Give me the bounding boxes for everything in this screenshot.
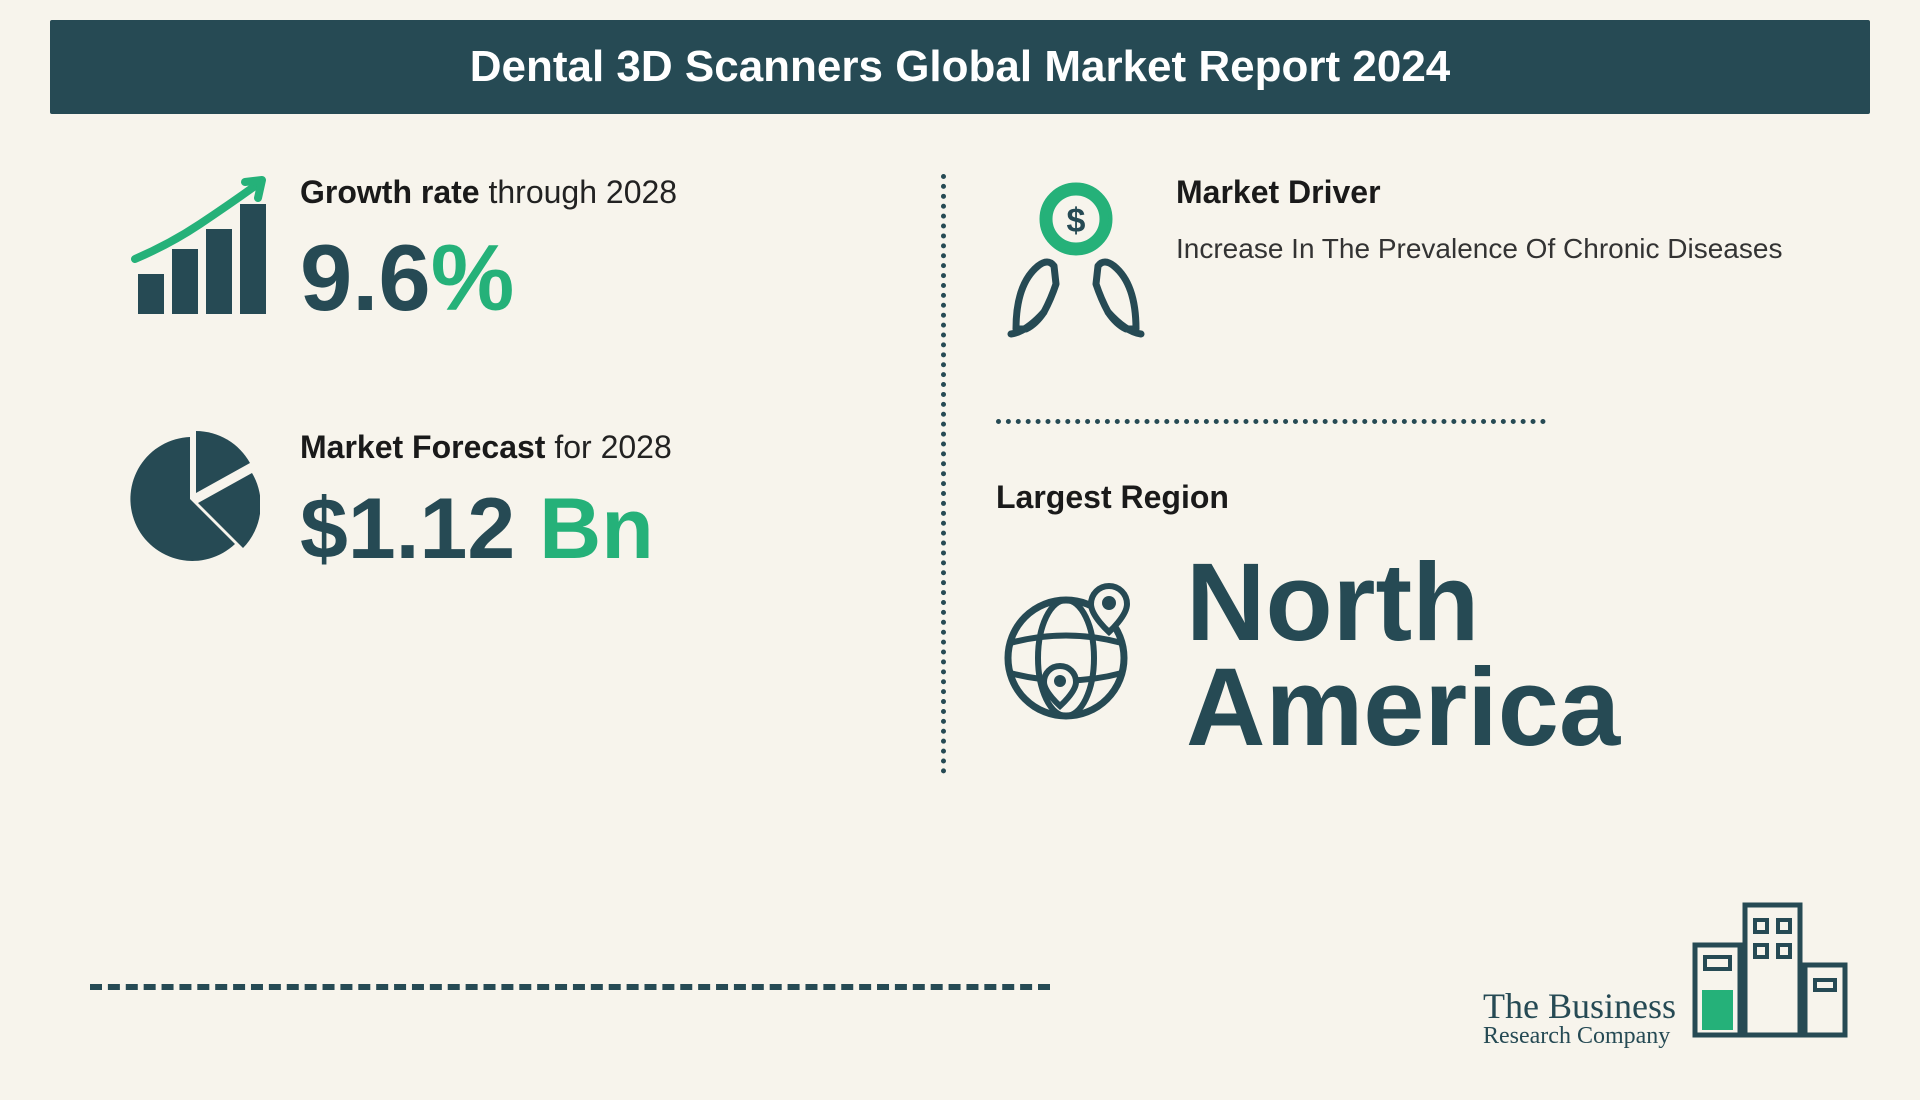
- vertical-divider: [941, 174, 946, 774]
- logo-text: The Business Research Company: [1483, 985, 1676, 1050]
- region-line1: North: [1186, 551, 1620, 656]
- driver-text: Increase In The Prevalence Of Chronic Di…: [1176, 229, 1820, 268]
- driver-section: $ Market Driver Increase In The Prevalen…: [996, 174, 1820, 349]
- footer-dashed-line: [90, 984, 1050, 990]
- right-column: $ Market Driver Increase In The Prevalen…: [936, 174, 1820, 760]
- driver-title: Market Driver: [1176, 174, 1820, 211]
- growth-value: 9.6%: [300, 231, 936, 325]
- growth-label-rest: through 2028: [480, 174, 678, 210]
- growth-label-bold: Growth rate: [300, 174, 480, 210]
- region-section: Largest Region: [996, 479, 1820, 760]
- globe-pins-icon: [996, 578, 1146, 733]
- hands-dollar-icon: $: [996, 174, 1156, 349]
- svg-text:$: $: [1067, 202, 1086, 240]
- driver-text-wrap: Market Driver Increase In The Prevalence…: [1156, 174, 1820, 268]
- forecast-section: Market Forecast for 2028 $1.12 Bn: [120, 429, 936, 574]
- content-grid: Growth rate through 2028 9.6% Market For…: [0, 114, 1920, 760]
- header-bar: Dental 3D Scanners Global Market Report …: [50, 20, 1870, 114]
- pie-chart-icon: [120, 429, 280, 574]
- logo-line1: The Business: [1483, 985, 1676, 1027]
- forecast-value: $1.12 Bn: [300, 486, 936, 572]
- left-column: Growth rate through 2028 9.6% Market For…: [120, 174, 936, 760]
- growth-value-main: 9.6: [300, 225, 431, 330]
- growth-chart-icon: [120, 174, 280, 339]
- forecast-label-rest: for 2028: [545, 429, 671, 465]
- logo-line2: Research Company: [1483, 1023, 1676, 1050]
- region-title: Largest Region: [996, 479, 1820, 516]
- forecast-value-main: $1.12: [300, 481, 539, 577]
- region-value: North America: [1186, 551, 1620, 760]
- logo-buildings-icon: [1690, 895, 1850, 1050]
- growth-value-accent: %: [431, 225, 515, 330]
- forecast-text: Market Forecast for 2028 $1.12 Bn: [280, 429, 936, 572]
- growth-label: Growth rate through 2028: [300, 174, 936, 211]
- growth-section: Growth rate through 2028 9.6%: [120, 174, 936, 339]
- region-line2: America: [1186, 656, 1620, 761]
- forecast-label: Market Forecast for 2028: [300, 429, 936, 466]
- header-title: Dental 3D Scanners Global Market Report …: [470, 42, 1451, 91]
- horizontal-divider: [996, 419, 1546, 424]
- company-logo: The Business Research Company: [1483, 895, 1850, 1050]
- forecast-label-bold: Market Forecast: [300, 429, 545, 465]
- growth-text: Growth rate through 2028 9.6%: [280, 174, 936, 325]
- forecast-value-accent: Bn: [539, 481, 654, 577]
